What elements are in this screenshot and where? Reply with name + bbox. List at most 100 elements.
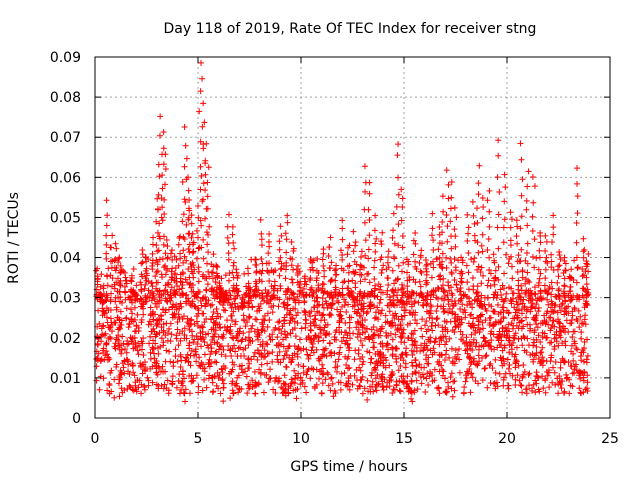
spike-point — [195, 288, 202, 295]
spike-point — [149, 250, 156, 257]
noise-point — [259, 338, 266, 345]
spike-point — [226, 287, 233, 294]
noise-point — [486, 321, 493, 328]
noise-point — [466, 342, 473, 349]
noise-point — [354, 318, 361, 325]
spike-point — [290, 295, 297, 302]
spike-point — [583, 258, 590, 265]
noise-point — [256, 366, 263, 373]
noise-point — [300, 363, 307, 370]
spike-point — [157, 235, 164, 242]
noise-point — [522, 386, 529, 393]
noise-point — [423, 328, 430, 335]
spike-point — [448, 259, 455, 266]
noise-point — [359, 361, 366, 368]
spike-point — [313, 275, 320, 282]
noise-point — [574, 346, 581, 353]
noise-point — [315, 338, 322, 345]
spike-point — [163, 236, 170, 243]
spike-point — [403, 256, 410, 263]
spike-point — [181, 196, 188, 203]
noise-point — [158, 335, 165, 342]
noise-point — [211, 358, 218, 365]
spike-point — [259, 260, 266, 267]
noise-point — [384, 379, 391, 386]
noise-point — [172, 346, 179, 353]
spike-point — [561, 290, 568, 297]
noise-point — [174, 358, 181, 365]
noise-point — [240, 312, 247, 319]
noise-point — [228, 369, 235, 376]
spike-point — [276, 296, 283, 303]
noise-point — [512, 381, 519, 388]
noise-point — [500, 304, 507, 311]
noise-point — [581, 345, 588, 352]
noise-point — [269, 331, 276, 338]
noise-point — [226, 347, 233, 354]
noise-point — [154, 320, 161, 327]
spike-point — [436, 261, 443, 268]
noise-point — [574, 265, 581, 272]
noise-point — [349, 303, 356, 310]
noise-point — [182, 398, 189, 405]
spike-point — [550, 231, 557, 238]
spike-point — [418, 247, 425, 254]
y-tick-label: 0.08 — [50, 90, 81, 106]
noise-point — [255, 381, 262, 388]
noise-point — [378, 355, 385, 362]
spike-point — [391, 280, 398, 287]
spike-point — [164, 254, 171, 261]
noise-point — [199, 387, 206, 394]
spike-point — [529, 253, 536, 260]
noise-point — [162, 309, 169, 316]
noise-point — [448, 385, 455, 392]
noise-point — [469, 374, 476, 381]
spike-point — [567, 274, 574, 281]
noise-point — [533, 321, 540, 328]
noise-point — [493, 320, 500, 327]
noise-point — [514, 372, 521, 379]
noise-point — [351, 356, 358, 363]
spike-point — [160, 291, 167, 298]
noise-point — [322, 345, 329, 352]
noise-point — [198, 343, 205, 350]
noise-point — [292, 386, 299, 393]
noise-point — [150, 325, 157, 332]
noise-point — [569, 333, 576, 340]
noise-point — [551, 369, 558, 376]
spike-point — [303, 291, 310, 298]
noise-point — [264, 310, 271, 317]
noise-point — [198, 302, 205, 309]
spike-point — [264, 267, 271, 274]
noise-point — [292, 333, 299, 340]
noise-point — [436, 351, 443, 358]
spike-point — [451, 297, 458, 304]
spike-point — [180, 259, 187, 266]
noise-point — [288, 376, 295, 383]
noise-point — [213, 359, 220, 366]
spike-point — [205, 249, 212, 256]
noise-point — [276, 375, 283, 382]
noise-point — [220, 331, 227, 338]
noise-point — [305, 366, 312, 373]
noise-point — [563, 304, 570, 311]
x-tick-label: 5 — [194, 431, 203, 447]
spike-point — [517, 225, 524, 232]
noise-point — [190, 339, 197, 346]
noise-point — [166, 325, 173, 332]
noise-point — [335, 356, 342, 363]
noise-point — [275, 319, 282, 326]
spike-point — [138, 271, 145, 278]
noise-point — [485, 301, 492, 308]
spike-point — [385, 248, 392, 255]
noise-point — [254, 308, 261, 315]
noise-point — [555, 342, 562, 349]
noise-point — [147, 333, 154, 340]
noise-point — [547, 314, 554, 321]
spike-point — [434, 284, 441, 291]
noise-point — [523, 287, 530, 294]
noise-point — [555, 390, 562, 397]
noise-point — [162, 306, 169, 313]
noise-point — [135, 324, 142, 331]
noise-point — [540, 357, 547, 364]
